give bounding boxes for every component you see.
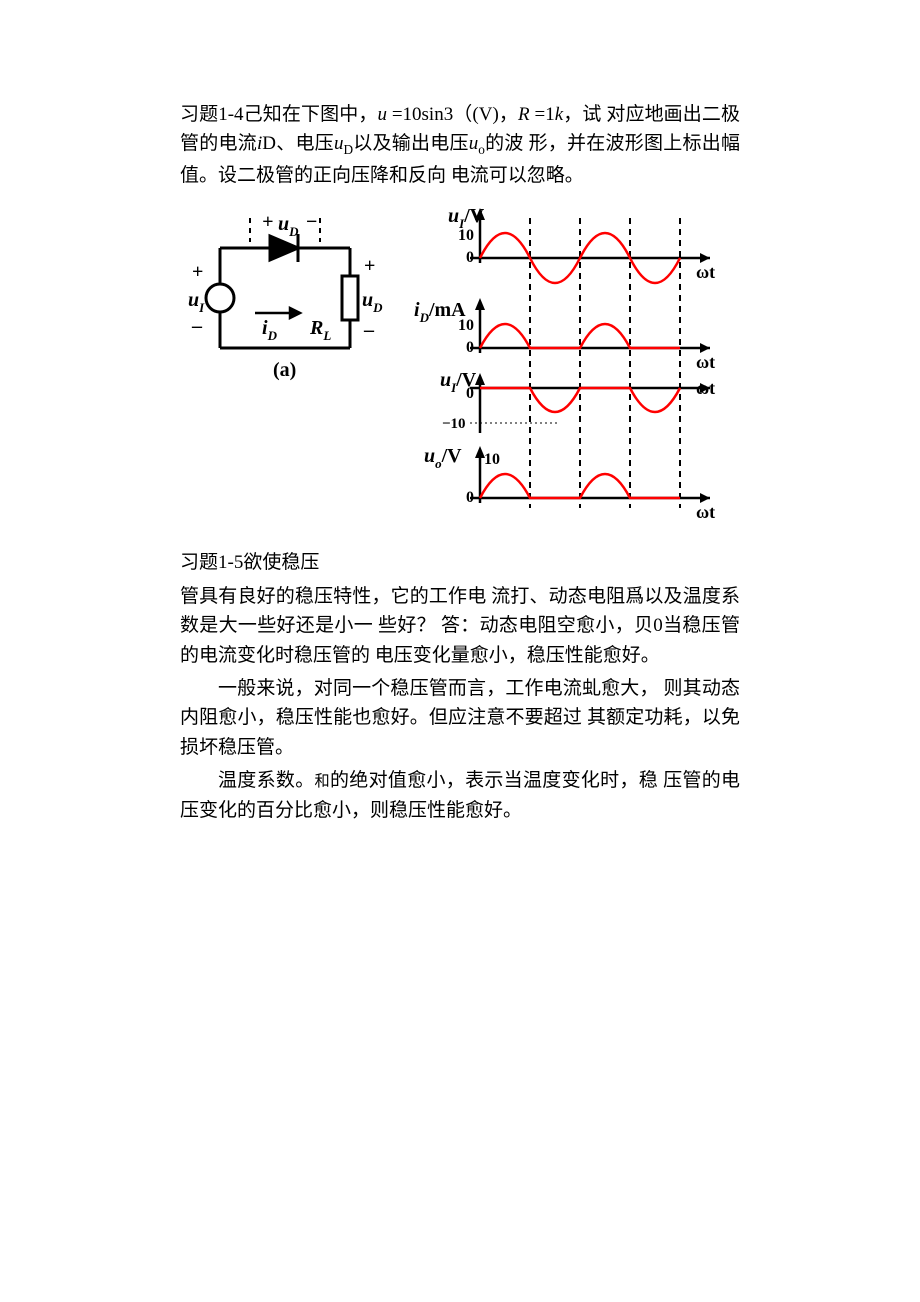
sym-uo: u: [469, 133, 479, 154]
svg-text:ωt: ωt: [696, 352, 715, 372]
svg-text:10: 10: [484, 451, 500, 468]
sym-uD: u: [334, 133, 344, 154]
waveform-diagram: uI/V 10 0 ωt iD/mA 10 0 ωt: [410, 198, 730, 528]
svg-text:+: +: [192, 261, 203, 283]
p1-title: 习题1-4: [180, 104, 244, 125]
sub-D: D: [343, 142, 353, 157]
p1-t1: 己知在下图中，: [244, 104, 378, 125]
p1-t3: =1: [530, 104, 555, 125]
svg-text:+: +: [364, 255, 375, 277]
svg-text:uI: uI: [188, 289, 205, 315]
p2-tail: 欲使稳压: [243, 552, 319, 573]
svg-text:uD: uD: [362, 289, 383, 315]
svg-text:10: 10: [458, 317, 474, 334]
svg-text:0: 0: [466, 339, 474, 356]
problem-1-4-text: 习题1-4己知在下图中，u =10sin3（(V)，R =1k，试 对应地画出二…: [180, 100, 740, 190]
p1-t5: D、电压: [262, 133, 334, 154]
figure-row: + uD − + uI – iD RL + uD – (a): [180, 198, 740, 528]
sym-R: R: [518, 104, 530, 125]
svg-text:–: –: [191, 315, 203, 337]
svg-text:ωt: ωt: [696, 262, 715, 282]
p2-title: 习题1-5: [180, 552, 243, 573]
p2-he: 和: [315, 773, 331, 790]
svg-text:uo/V: uo/V: [424, 445, 462, 471]
svg-text:0: 0: [466, 249, 474, 266]
problem-1-5-p3: 温度系数。和的绝对值愈小，表示当温度变化时，稳 压管的电压变化的百分比愈小，则稳…: [180, 766, 740, 825]
problem-1-5-title: 习题1-5欲使稳压: [180, 548, 740, 577]
svg-text:0: 0: [466, 385, 474, 402]
problem-1-5-p2: 一般来说，对同一个稳压管而言，工作电流虬愈大， 则其动态内阻愈小，稳压性能也愈好…: [180, 674, 740, 762]
sub-o: o: [478, 142, 485, 157]
p2-line2: 一般来说，对同一个稳压管而言，工作电流虬愈大， 则其动态内阻愈小，稳压性能也愈好…: [180, 678, 740, 758]
svg-text:+: +: [262, 211, 273, 233]
circuit-diagram: + uD − + uI – iD RL + uD – (a): [180, 198, 390, 388]
p1-t6: 以及输出电压: [353, 133, 469, 154]
problem-1-5-p1: 管具有良好的稳压特性，它的工作电 流打、动态电阻爲以及温度系数是大一些好还是小一…: [180, 582, 740, 670]
svg-text:0: 0: [466, 489, 474, 506]
svg-text:iD: iD: [262, 317, 278, 343]
p2-line1: 管具有良好的稳压特性，它的工作电 流打、动态电阻爲以及温度系数是大一些好还是小一…: [180, 586, 740, 666]
svg-text:(a): (a): [273, 359, 296, 381]
svg-text:−10: −10: [442, 416, 466, 432]
svg-text:ωt: ωt: [696, 502, 715, 522]
p1-t2: =10sin3（(V)，: [387, 104, 518, 125]
p2-line3a: 温度系数。: [218, 770, 315, 791]
sym-k: k: [555, 104, 563, 125]
svg-text:ωt: ωt: [696, 378, 715, 398]
svg-text:–: –: [363, 319, 375, 341]
svg-text:−: −: [306, 211, 317, 233]
svg-text:10: 10: [458, 227, 474, 244]
sym-u: u: [377, 104, 387, 125]
svg-text:RL: RL: [309, 317, 331, 343]
